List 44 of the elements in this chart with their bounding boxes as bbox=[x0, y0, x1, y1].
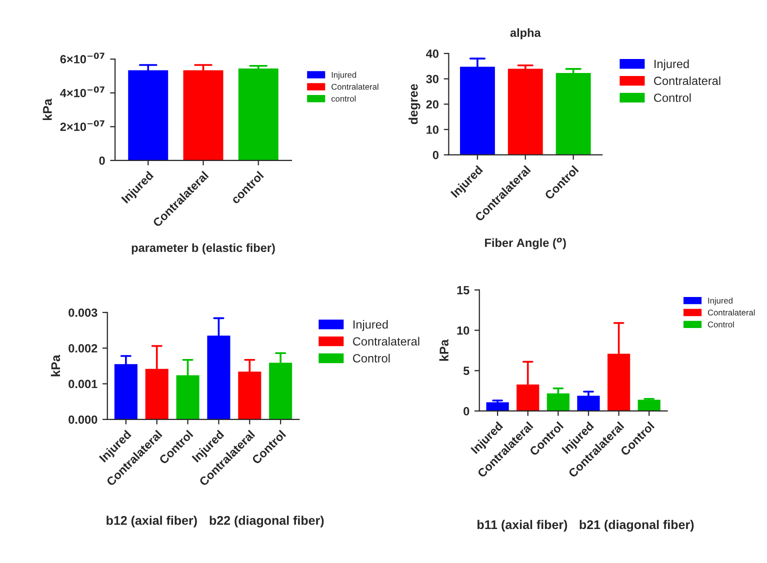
y-tick-label: 0.002 bbox=[68, 344, 98, 353]
legend-label: Injured bbox=[708, 297, 732, 306]
y-tick-label: 10 bbox=[457, 326, 470, 335]
text: b22 (diagonal fiber) bbox=[210, 516, 324, 528]
y-tick-label: 20 bbox=[426, 100, 438, 109]
bar bbox=[638, 400, 660, 411]
legend-label: Control bbox=[654, 93, 691, 102]
y-tick-label: 30 bbox=[426, 74, 438, 84]
y-tick-label: 4×10$^{−07}$ bbox=[60, 86, 104, 98]
x-axis-title: Fiber Angle ($^{o}$) bbox=[485, 238, 566, 250]
legend-label: Contralateral bbox=[353, 336, 420, 346]
legend-label: Control bbox=[708, 321, 734, 328]
y-tick-label: 0 bbox=[432, 150, 438, 160]
y-tick-label: 0 bbox=[99, 156, 105, 165]
y-tick-label: 0.001 bbox=[68, 380, 98, 388]
legend-label: Contralateral bbox=[708, 309, 755, 316]
y-tick-label: 6×10$^{−07}$ bbox=[60, 52, 104, 64]
y-axis-title: kPa bbox=[42, 98, 52, 120]
y-tick-label: 0.003 bbox=[68, 308, 98, 317]
y-tick-label: 0 bbox=[464, 407, 470, 416]
y-axis-title: degree bbox=[408, 84, 420, 124]
x-axis-title: parameter b (elastic fiber) bbox=[132, 243, 275, 254]
bar bbox=[577, 396, 600, 411]
legend-label: Injured bbox=[332, 72, 356, 80]
bar bbox=[546, 393, 570, 411]
text: b11 (axial fiber) bbox=[478, 520, 568, 532]
y-tick-label: 2×10$^{−07}$ bbox=[60, 120, 104, 131]
bar bbox=[486, 402, 509, 411]
y-axis-title: kPa bbox=[439, 339, 448, 361]
text: b12 (axial fiber) bbox=[106, 516, 197, 528]
chart-title: alpha bbox=[510, 28, 541, 40]
y-tick-label: 40 bbox=[426, 50, 438, 58]
legend-label: control bbox=[331, 96, 356, 102]
legend-label: Contralateral bbox=[332, 84, 378, 90]
y-tick-label: 0.000 bbox=[68, 415, 98, 424]
y-axis-title: kPa bbox=[50, 354, 60, 376]
y-tick-label: 10 bbox=[426, 126, 438, 134]
y-tick-label: 15 bbox=[457, 286, 470, 294]
text: b21 (diagonal fiber) bbox=[580, 520, 694, 532]
legend-label: Control bbox=[353, 354, 390, 362]
legend-label: Contralateral bbox=[654, 76, 720, 86]
y-tick-label: 5 bbox=[463, 366, 470, 376]
legend-label: Injured bbox=[654, 59, 689, 70]
legend-label: Injured bbox=[353, 320, 388, 332]
